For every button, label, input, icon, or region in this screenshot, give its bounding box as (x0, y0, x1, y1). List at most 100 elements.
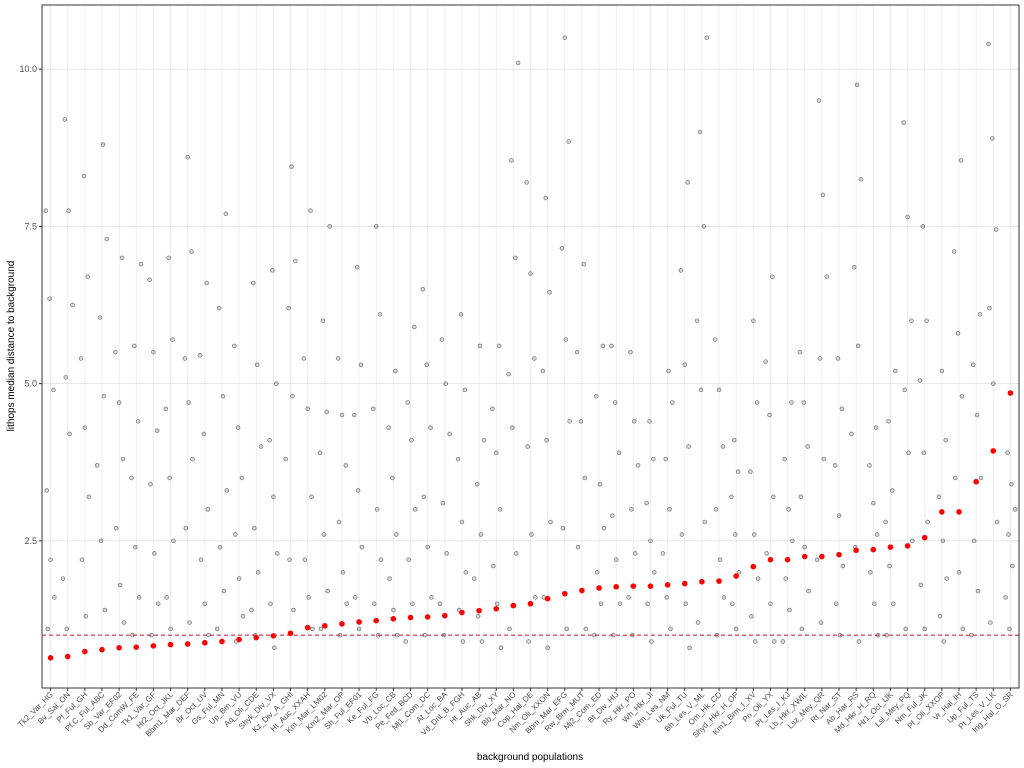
point (317, 450, 323, 456)
point (120, 456, 126, 462)
point (393, 368, 398, 374)
point (455, 456, 461, 462)
plot-border (41, 4, 1020, 689)
point (821, 456, 827, 462)
point (668, 626, 673, 632)
median-point (390, 616, 397, 622)
point (491, 563, 496, 569)
point (198, 557, 204, 562)
point (163, 406, 169, 412)
point (390, 475, 395, 481)
point (713, 507, 719, 512)
median-point (184, 641, 191, 647)
point (413, 507, 418, 512)
point (663, 456, 668, 462)
point (217, 544, 223, 550)
point (321, 532, 327, 537)
point (702, 519, 708, 525)
point (66, 208, 71, 213)
median-point (424, 614, 431, 620)
point (251, 280, 256, 286)
point (917, 378, 923, 383)
point (562, 35, 568, 40)
point (136, 595, 142, 600)
point (717, 557, 723, 562)
point (443, 381, 449, 386)
point (479, 639, 485, 644)
point (951, 249, 957, 254)
point (1003, 595, 1008, 600)
point (48, 557, 53, 562)
median-point (510, 602, 517, 609)
point (891, 601, 896, 606)
point (685, 180, 690, 185)
median-point (904, 543, 911, 549)
point (805, 444, 810, 449)
point (1006, 532, 1011, 537)
point (833, 601, 839, 606)
median-point (219, 638, 225, 645)
point (240, 614, 246, 619)
point (594, 570, 600, 575)
point (440, 500, 446, 506)
y-tick-label: 2.5 (24, 536, 37, 546)
point (286, 305, 291, 311)
point (62, 117, 68, 122)
median-point (407, 614, 414, 621)
point (730, 601, 735, 606)
median-point (630, 583, 637, 589)
point (43, 208, 49, 213)
point (283, 456, 288, 462)
point (335, 356, 341, 361)
point (183, 526, 189, 531)
point (971, 538, 977, 544)
point (78, 356, 84, 361)
point (372, 601, 377, 606)
median-point (441, 612, 448, 619)
point (735, 469, 741, 474)
point (151, 349, 156, 355)
point (835, 356, 841, 361)
point (287, 557, 292, 562)
point (204, 280, 210, 286)
point (170, 337, 175, 342)
point (406, 557, 411, 562)
point (1007, 626, 1012, 632)
point (412, 324, 417, 330)
point (783, 576, 788, 581)
point (121, 620, 127, 625)
point (732, 437, 737, 443)
point (905, 214, 910, 220)
point (102, 607, 108, 613)
point (874, 532, 880, 537)
point (459, 519, 465, 525)
point (648, 538, 653, 544)
point (493, 450, 499, 456)
point (327, 224, 332, 229)
point (597, 481, 603, 487)
median-point (990, 448, 997, 454)
point (185, 154, 190, 160)
point (498, 645, 504, 650)
point (47, 296, 52, 301)
point (1009, 481, 1014, 487)
median-point (47, 655, 54, 661)
y-tick-label: 5.0 (24, 379, 37, 389)
point (732, 532, 738, 537)
median-point (202, 639, 208, 646)
point (768, 601, 773, 606)
point (649, 639, 654, 644)
point (560, 526, 566, 531)
point (97, 315, 103, 320)
median-point (801, 553, 808, 560)
point (958, 158, 964, 163)
point (593, 393, 599, 399)
point (694, 318, 700, 323)
point (64, 626, 70, 632)
median-point (476, 607, 482, 614)
point (994, 519, 1000, 525)
point (85, 274, 90, 279)
point (816, 98, 822, 103)
point (254, 362, 260, 367)
point (371, 406, 376, 412)
